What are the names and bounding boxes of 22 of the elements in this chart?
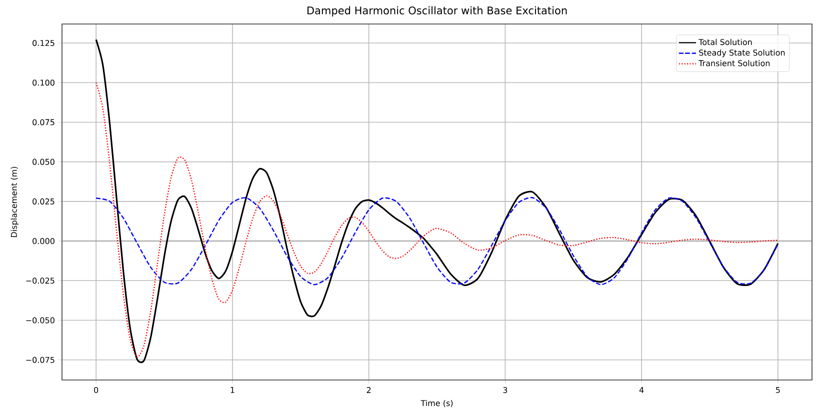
legend-label: Steady State Solution <box>699 49 785 58</box>
y-tick-label: −0.050 <box>26 317 54 324</box>
y-axis-title: Displacement (m) <box>10 166 18 237</box>
line-series <box>95 197 779 286</box>
y-tick-label: 0.100 <box>32 80 54 86</box>
x-tick-label: 5 <box>776 387 780 393</box>
y-tick-label: −0.075 <box>26 356 54 363</box>
y-tick-label: 0.075 <box>32 119 54 126</box>
x-tick-label: 3 <box>503 387 508 394</box>
legend-label: Transient Solution <box>698 60 770 66</box>
x-tick-label: 4 <box>639 387 644 393</box>
x-tick-label: 0 <box>94 387 98 394</box>
y-tick-label: 0.125 <box>32 40 54 46</box>
x-axis-title: Time (s) <box>420 400 453 408</box>
x-tick-label: 1 <box>230 387 234 393</box>
chart-title: Damped Harmonic Oscillator with Base Excitation <box>307 6 567 16</box>
x-tick-label: 2 <box>366 387 371 393</box>
y-tick-label: 0.050 <box>32 158 54 165</box>
y-tick-label: −0.025 <box>26 278 54 284</box>
y-tick-label: 0.000 <box>32 238 54 244</box>
legend-label: Total Solution <box>698 38 752 46</box>
y-tick-label: 0.025 <box>32 198 54 204</box>
